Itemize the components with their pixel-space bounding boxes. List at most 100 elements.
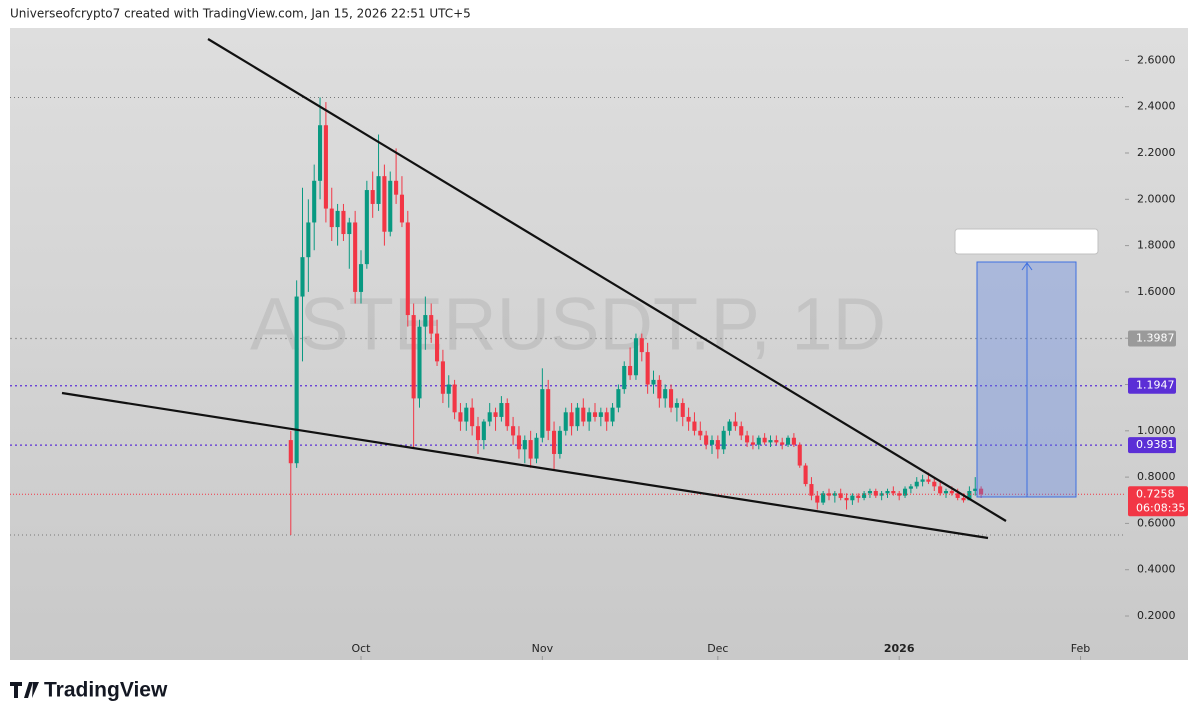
candle-body — [470, 407, 475, 427]
y-tick-label: 1.8000 — [1137, 239, 1176, 252]
candle-body — [592, 412, 598, 417]
candle-body — [546, 389, 551, 431]
candle-body — [399, 194, 404, 223]
candle-body — [821, 493, 826, 503]
candle-body — [651, 379, 656, 385]
candle-body — [856, 495, 861, 498]
candle-body — [914, 481, 919, 487]
candle-body — [803, 465, 808, 485]
candle-body — [587, 412, 592, 422]
candle-body — [288, 440, 293, 464]
candle-body — [633, 338, 638, 376]
candle-body — [692, 421, 697, 431]
candle-body — [458, 412, 463, 422]
candle-body — [382, 176, 387, 232]
candle-body — [499, 403, 504, 417]
candle-body — [733, 421, 738, 427]
candle-body — [704, 435, 709, 445]
candle-body — [797, 444, 802, 466]
candle-body — [867, 491, 872, 494]
candle-body — [961, 497, 966, 501]
candle-body — [464, 407, 469, 422]
candle-body — [522, 440, 527, 450]
candle-body — [598, 412, 603, 417]
candle-body — [493, 412, 498, 417]
candle-body — [932, 481, 937, 487]
candle-body — [563, 412, 568, 431]
level-label: 0.9381 — [1136, 438, 1175, 451]
candle-body — [300, 257, 305, 297]
y-tick-label: 0.6000 — [1137, 516, 1176, 529]
last-price-label: 0.7258 — [1136, 487, 1175, 500]
chart-background — [10, 28, 1188, 660]
candle-body — [715, 440, 720, 450]
candle-body — [446, 384, 451, 394]
candle-body — [657, 379, 662, 399]
candle-body — [516, 435, 521, 450]
last-price-box — [1128, 486, 1188, 517]
candle-body — [727, 421, 732, 431]
y-tick-label: 1.6000 — [1137, 285, 1176, 298]
y-tick-label: 0.8000 — [1137, 470, 1176, 483]
candle-body — [850, 495, 855, 501]
candle-body — [739, 426, 744, 436]
arrow-head — [1021, 262, 1033, 271]
candle-body — [844, 497, 849, 501]
candle-body — [979, 488, 984, 495]
candle-body — [780, 442, 785, 445]
logo-icon — [10, 682, 39, 698]
candle-body — [528, 440, 533, 459]
candle-body — [750, 442, 755, 445]
candle-body — [540, 389, 545, 438]
candle-body — [745, 435, 750, 443]
candle-body — [604, 412, 609, 422]
candle-body — [908, 486, 913, 489]
candle-body — [674, 403, 679, 408]
candle-body — [668, 389, 674, 408]
candle-body — [902, 488, 908, 496]
candle-body — [785, 437, 791, 445]
level-label: 1.3987 — [1136, 332, 1175, 345]
candle-body — [762, 437, 767, 443]
candle-body — [358, 264, 364, 292]
x-tick-label: Oct — [351, 642, 371, 655]
candle-body — [891, 491, 896, 494]
candle-body — [809, 484, 814, 496]
candle-body — [294, 296, 299, 464]
candle-body — [709, 440, 715, 445]
logo: TradingView — [10, 679, 168, 702]
candle-body — [575, 407, 580, 427]
candle-body — [639, 338, 644, 353]
candle-body — [610, 407, 615, 422]
candle-body — [955, 493, 960, 498]
y-tick-label: 0.2000 — [1137, 609, 1176, 622]
candle-body — [838, 493, 843, 498]
y-tick-label: 2.6000 — [1137, 53, 1176, 66]
candle-body — [879, 493, 884, 496]
candle-body — [973, 488, 978, 492]
logo-text: TradingView — [44, 679, 168, 702]
candle-body — [481, 421, 486, 441]
candle-body — [434, 333, 440, 362]
candle-body — [569, 412, 574, 427]
trend-line — [207, 38, 1007, 522]
candle-body — [628, 365, 633, 376]
candle-body — [663, 389, 668, 399]
x-tick-label: Feb — [1071, 642, 1090, 655]
candle-body — [791, 437, 796, 445]
candle-body — [774, 440, 779, 443]
candle-body — [370, 190, 375, 204]
candle-body — [452, 384, 457, 413]
measure-label-box — [954, 228, 1099, 255]
candle-body — [581, 407, 586, 422]
candle-body — [645, 352, 650, 385]
candle-body — [897, 493, 902, 496]
candle-body — [411, 315, 416, 399]
y-tick-label: 1.0000 — [1137, 424, 1176, 437]
y-tick-label: 2.0000 — [1137, 192, 1176, 205]
level-label-box — [1128, 437, 1176, 454]
candle-body — [686, 416, 691, 422]
candle-body — [698, 430, 703, 436]
candle-body — [341, 210, 346, 235]
